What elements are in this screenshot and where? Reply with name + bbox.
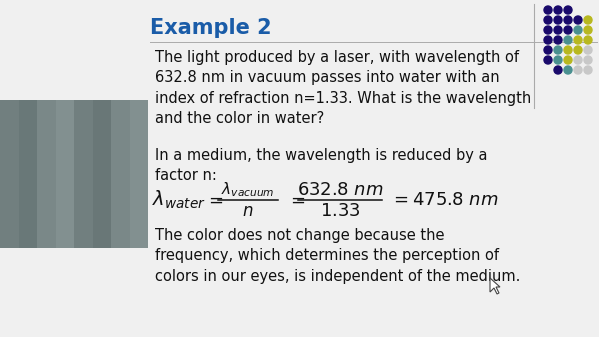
Circle shape: [544, 26, 552, 34]
Circle shape: [554, 6, 562, 14]
Circle shape: [584, 56, 592, 64]
Text: $= 475.8\ \mathit{nm}$: $= 475.8\ \mathit{nm}$: [390, 191, 499, 209]
Circle shape: [544, 56, 552, 64]
Circle shape: [584, 16, 592, 24]
Circle shape: [584, 46, 592, 54]
Circle shape: [584, 66, 592, 74]
Circle shape: [544, 46, 552, 54]
Text: $n$: $n$: [243, 202, 254, 220]
Text: $=$: $=$: [205, 191, 223, 209]
Circle shape: [564, 26, 572, 34]
Circle shape: [564, 56, 572, 64]
Circle shape: [544, 6, 552, 14]
Bar: [37, 100, 56, 248]
Bar: [19, 100, 37, 248]
Bar: [0, 100, 19, 248]
Circle shape: [554, 16, 562, 24]
Circle shape: [584, 26, 592, 34]
Circle shape: [574, 56, 582, 64]
Text: The light produced by a laser, with wavelength of
632.8 nm in vacuum passes into: The light produced by a laser, with wave…: [155, 50, 531, 126]
Circle shape: [574, 16, 582, 24]
Circle shape: [564, 66, 572, 74]
Circle shape: [574, 46, 582, 54]
Circle shape: [554, 56, 562, 64]
Circle shape: [574, 26, 582, 34]
Bar: [111, 100, 129, 248]
Circle shape: [544, 16, 552, 24]
Text: Example 2: Example 2: [150, 18, 271, 38]
Bar: [56, 100, 74, 248]
Bar: [92, 100, 111, 248]
Circle shape: [564, 16, 572, 24]
Circle shape: [554, 36, 562, 44]
Circle shape: [564, 46, 572, 54]
Circle shape: [564, 36, 572, 44]
Circle shape: [554, 46, 562, 54]
Circle shape: [574, 66, 582, 74]
Text: $632.8\ \mathit{nm}$: $632.8\ \mathit{nm}$: [297, 181, 383, 199]
Text: In a medium, the wavelength is reduced by a
factor n:: In a medium, the wavelength is reduced b…: [155, 148, 488, 183]
Polygon shape: [490, 278, 500, 294]
Circle shape: [564, 6, 572, 14]
Text: $\lambda_{water}$: $\lambda_{water}$: [152, 189, 206, 211]
Text: The color does not change because the
frequency, which determines the perception: The color does not change because the fr…: [155, 228, 521, 284]
Text: $=$: $=$: [287, 191, 305, 209]
Text: $1.33$: $1.33$: [320, 202, 361, 220]
Circle shape: [544, 36, 552, 44]
Bar: [74, 100, 92, 248]
Circle shape: [574, 36, 582, 44]
Circle shape: [554, 26, 562, 34]
Bar: [0, 100, 148, 248]
Circle shape: [554, 66, 562, 74]
Text: $\lambda_{vacuum}$: $\lambda_{vacuum}$: [221, 181, 275, 200]
Bar: [129, 100, 148, 248]
Circle shape: [584, 36, 592, 44]
